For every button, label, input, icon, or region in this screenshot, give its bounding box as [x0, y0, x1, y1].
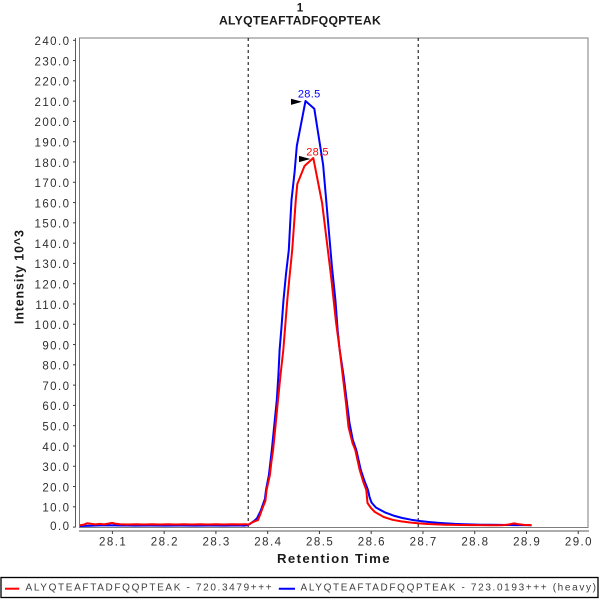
- svg-text:1: 1: [297, 3, 304, 15]
- svg-text:ALYQTEAFTADFQQPTEAK - 720.3479: ALYQTEAFTADFQQPTEAK - 720.3479+++: [26, 583, 274, 594]
- svg-text:170.0: 170.0: [34, 178, 70, 190]
- svg-text:220.0: 220.0: [34, 77, 70, 89]
- svg-text:70.0: 70.0: [42, 381, 70, 393]
- svg-text:30.0: 30.0: [42, 462, 70, 474]
- svg-text:Intensity 10^3: Intensity 10^3: [13, 229, 27, 324]
- svg-text:28.5: 28.5: [306, 146, 329, 158]
- svg-text:80.0: 80.0: [42, 361, 70, 373]
- svg-text:210.0: 210.0: [34, 97, 70, 109]
- svg-text:28.7: 28.7: [410, 537, 438, 549]
- svg-text:140.0: 140.0: [34, 239, 70, 251]
- svg-text:110.0: 110.0: [35, 300, 70, 312]
- svg-text:20.0: 20.0: [42, 482, 70, 494]
- svg-text:180.0: 180.0: [34, 158, 70, 170]
- svg-text:190.0: 190.0: [34, 138, 70, 150]
- svg-text:120.0: 120.0: [34, 280, 70, 292]
- svg-text:90.0: 90.0: [42, 340, 70, 352]
- svg-text:28.6: 28.6: [358, 537, 386, 549]
- svg-text:28.8: 28.8: [461, 537, 489, 549]
- svg-text:60.0: 60.0: [42, 401, 70, 413]
- svg-text:28.9: 28.9: [513, 537, 541, 549]
- svg-text:240.0: 240.0: [34, 36, 70, 48]
- svg-text:160.0: 160.0: [34, 198, 70, 210]
- svg-text:29.0: 29.0: [565, 537, 593, 549]
- svg-text:150.0: 150.0: [34, 219, 70, 231]
- svg-text:28.2: 28.2: [151, 537, 179, 549]
- svg-text:28.4: 28.4: [254, 537, 282, 549]
- svg-text:40.0: 40.0: [42, 442, 70, 454]
- svg-text:28.5: 28.5: [306, 537, 334, 549]
- svg-text:100.0: 100.0: [34, 320, 70, 332]
- svg-text:200.0: 200.0: [34, 117, 70, 129]
- svg-text:0.0: 0.0: [50, 521, 70, 533]
- svg-text:28.3: 28.3: [203, 537, 231, 549]
- svg-text:ALYQTEAFTADFQQPTEAK - 723.0193: ALYQTEAFTADFQQPTEAK - 723.0193+++ (heavy…: [301, 583, 598, 594]
- svg-text:230.0: 230.0: [34, 56, 70, 68]
- svg-text:130.0: 130.0: [34, 259, 70, 271]
- svg-text:10.0: 10.0: [42, 503, 70, 515]
- svg-text:50.0: 50.0: [42, 421, 70, 433]
- svg-text:28.5: 28.5: [298, 89, 321, 101]
- svg-text:28.1: 28.1: [99, 537, 127, 549]
- svg-text:Retention Time: Retention Time: [277, 551, 391, 566]
- svg-text:ALYQTEAFTADFQQPTEAK: ALYQTEAFTADFQQPTEAK: [219, 14, 381, 28]
